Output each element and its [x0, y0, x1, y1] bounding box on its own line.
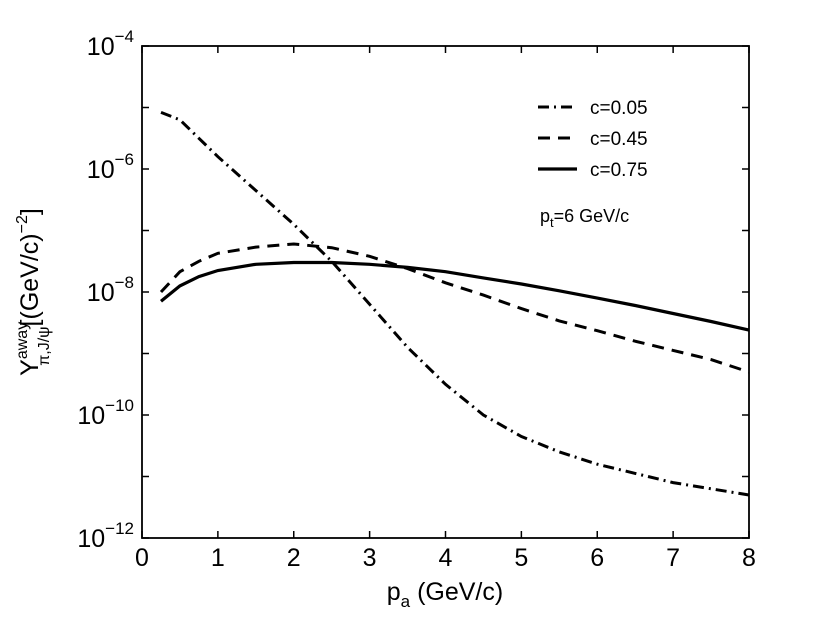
x-axis-title: pa (GeV/c): [387, 578, 503, 611]
y-tick-label: 10−4: [87, 27, 134, 61]
x-tick-label: 8: [742, 544, 756, 572]
y-axis-title: Yaway π,J/ψ[(GeV/c)−2]: [14, 208, 53, 376]
y-tick-label: 10−12: [77, 519, 134, 553]
series-line-c-0-45: [159, 242, 750, 374]
y-tick-label: 10−6: [87, 150, 134, 184]
x-tick-label: 3: [363, 544, 377, 572]
annotation-pt: pt=6 GeV/c: [540, 206, 629, 230]
plot-frame: [141, 45, 750, 539]
x-tick-label: 7: [666, 544, 680, 572]
legend-label: c=0.05: [590, 98, 648, 119]
series-group: [159, 111, 750, 497]
legend: c=0.05 c=0.45 c=0.75: [538, 98, 648, 181]
legend-label: c=0.45: [590, 129, 648, 150]
y-tick-label: 10−8: [87, 273, 134, 307]
x-tick-label: 2: [287, 544, 301, 572]
x-tick-label: 5: [514, 544, 528, 572]
legend-label: c=0.75: [590, 160, 648, 181]
series-line-c-0-75: [159, 260, 750, 332]
axis-ticks: 0 1 2 3 4 5 6 7 8 10−12 10−10 10−8 10−6 10−4: [77, 27, 756, 572]
series-line-c-0-05: [160, 111, 750, 497]
x-tick-label: 0: [135, 544, 149, 572]
x-tick-label: 1: [211, 544, 225, 572]
y-tick-label: 10−10: [77, 396, 134, 430]
x-tick-label: 6: [590, 544, 604, 572]
x-tick-label: 4: [439, 544, 453, 572]
